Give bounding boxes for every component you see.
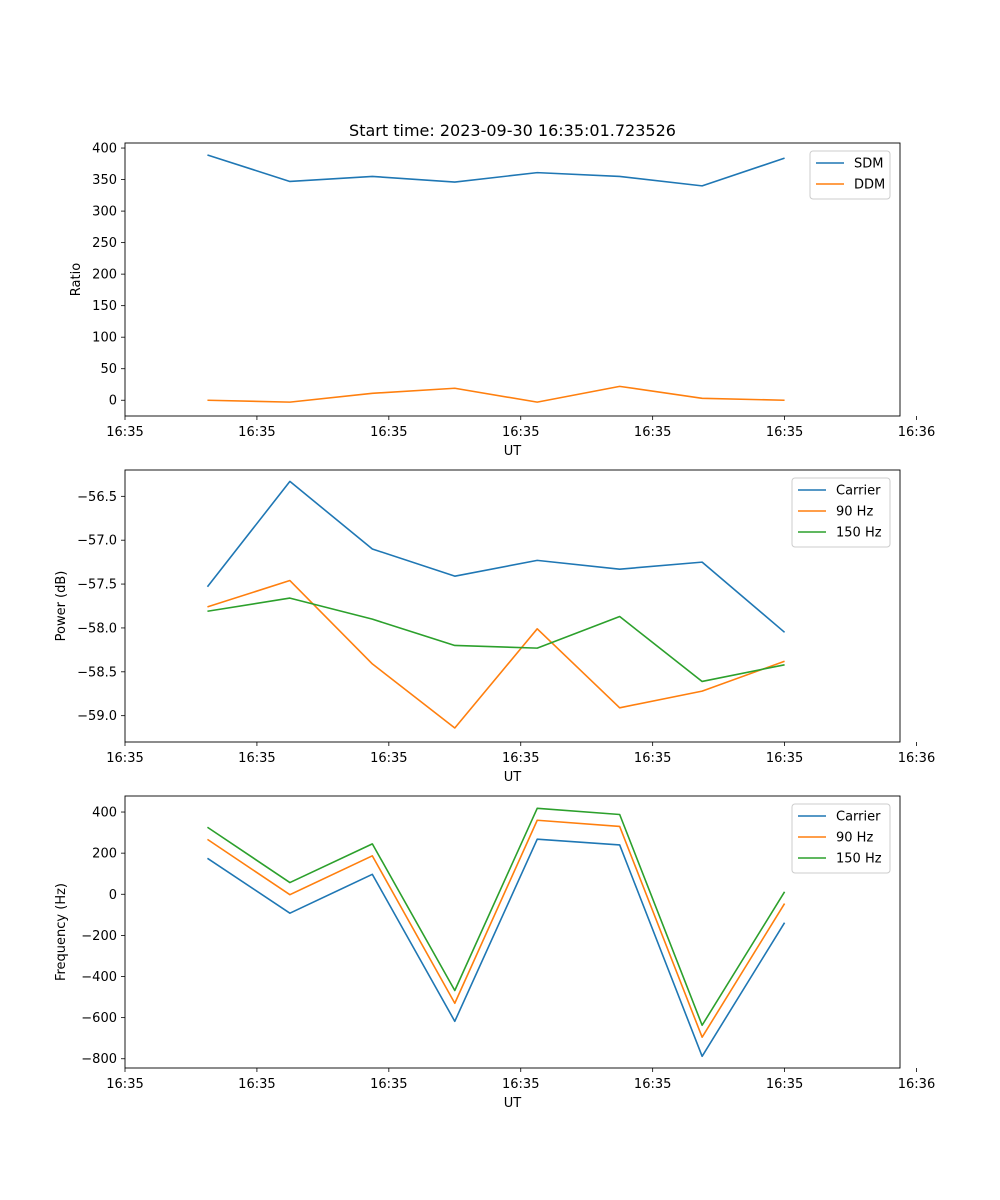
x-tick-label: 16:35	[106, 425, 143, 440]
series-line-carrier	[207, 838, 786, 1058]
x-tick-label: 16:35	[238, 425, 275, 440]
x-tick-label: 16:35	[370, 751, 407, 766]
x-tick-label: 16:35	[766, 425, 803, 440]
y-tick-label: −59.0	[77, 709, 117, 724]
legend-box	[791, 803, 891, 874]
y-axis-label: Frequency (Hz)	[54, 883, 69, 981]
series-line-90-hz	[207, 819, 786, 1038]
x-tick-label: 16:35	[634, 751, 671, 766]
y-tick-label: −200	[81, 929, 117, 944]
x-tick-label: 16:35	[370, 425, 407, 440]
series-line-carrier	[206, 480, 786, 633]
chart-panel-2: 16:35 16:35 16:35 16:35 16:35 16:35 16:36 −59.0…	[54, 469, 935, 785]
y-tick-label: −57.0	[77, 534, 117, 549]
legend: SDM DDM	[809, 150, 891, 200]
x-tick-label: 16:35	[502, 751, 539, 766]
axes-frame	[124, 795, 901, 1069]
y-tick-label: 400	[92, 806, 117, 821]
x-tick-label: 16:35	[634, 1077, 671, 1092]
series-line-150-hz	[207, 597, 785, 683]
x-tick-label: 16:35	[238, 751, 275, 766]
legend-label: 150 Hz	[836, 852, 882, 867]
legend-label: DDM	[854, 178, 885, 193]
y-tick-label: −57.5	[77, 578, 117, 593]
x-tick-label: 16:36	[898, 1077, 935, 1092]
x-axis-label: UT	[504, 770, 522, 785]
x-axis-label: UT	[504, 1096, 522, 1111]
x-tick-label: 16:35	[502, 1077, 539, 1092]
chart-panel-1: Start time: 2023-09-30 16:35:01.723526 16…	[69, 121, 935, 459]
axes-frame	[124, 142, 901, 417]
legend-label: Carrier	[836, 484, 881, 499]
series-line-sdm	[207, 154, 785, 187]
x-tick-label: 16:36	[898, 751, 935, 766]
y-axis-label: Power (dB)	[54, 571, 69, 642]
y-tick-label: 400	[92, 142, 117, 157]
y-tick-label: −800	[81, 1052, 117, 1067]
legend: Carrier 90 Hz 150 Hz	[791, 477, 891, 548]
x-tick-label: 16:35	[238, 1077, 275, 1092]
legend-label: 150 Hz	[836, 526, 882, 541]
y-tick-label: −58.5	[77, 665, 117, 680]
y-tick-label: 200	[92, 847, 117, 862]
y-tick-label: −58.0	[77, 621, 117, 636]
x-tick-label: 16:35	[634, 425, 671, 440]
series-line-90-hz	[207, 579, 785, 729]
y-tick-label: 350	[92, 173, 117, 188]
legend-label: 90 Hz	[836, 831, 873, 846]
legend-label: Carrier	[836, 810, 881, 825]
x-tick-label: 16:35	[106, 1077, 143, 1092]
y-tick-label: 200	[92, 268, 117, 283]
x-tick-label: 16:35	[370, 1077, 407, 1092]
x-tick-label: 16:35	[766, 751, 803, 766]
y-tick-label: −56.5	[77, 490, 117, 505]
x-tick-label: 16:35	[766, 1077, 803, 1092]
y-axis-label: Ratio	[69, 263, 84, 296]
axes-frame	[124, 469, 901, 743]
y-tick-label: −600	[81, 1011, 117, 1026]
y-tick-label: −400	[81, 970, 117, 985]
x-tick-label: 16:35	[106, 751, 143, 766]
y-tick-label: 150	[92, 299, 117, 314]
y-tick-label: 0	[109, 888, 117, 903]
legend-box	[791, 477, 891, 548]
y-tick-label: 50	[100, 362, 117, 377]
legend-label: 90 Hz	[836, 505, 873, 520]
chart-title: Start time: 2023-09-30 16:35:01.723526	[349, 121, 676, 140]
y-tick-label: 100	[92, 331, 117, 346]
series-line-ddm	[207, 385, 785, 403]
y-tick-label: 0	[109, 394, 117, 409]
x-axis-label: UT	[504, 444, 522, 459]
y-tick-label: 300	[92, 205, 117, 220]
x-tick-label: 16:35	[502, 425, 539, 440]
legend: Carrier 90 Hz 150 Hz	[791, 803, 891, 874]
series-line-150-hz	[207, 807, 786, 1027]
legend-label: SDM	[854, 157, 883, 172]
y-tick-label: 250	[92, 236, 117, 251]
chart-panel-3: 16:35 16:35 16:35 16:35 16:35 16:35 16:36 −800 −…	[54, 795, 935, 1111]
x-tick-label: 16:36	[898, 425, 935, 440]
